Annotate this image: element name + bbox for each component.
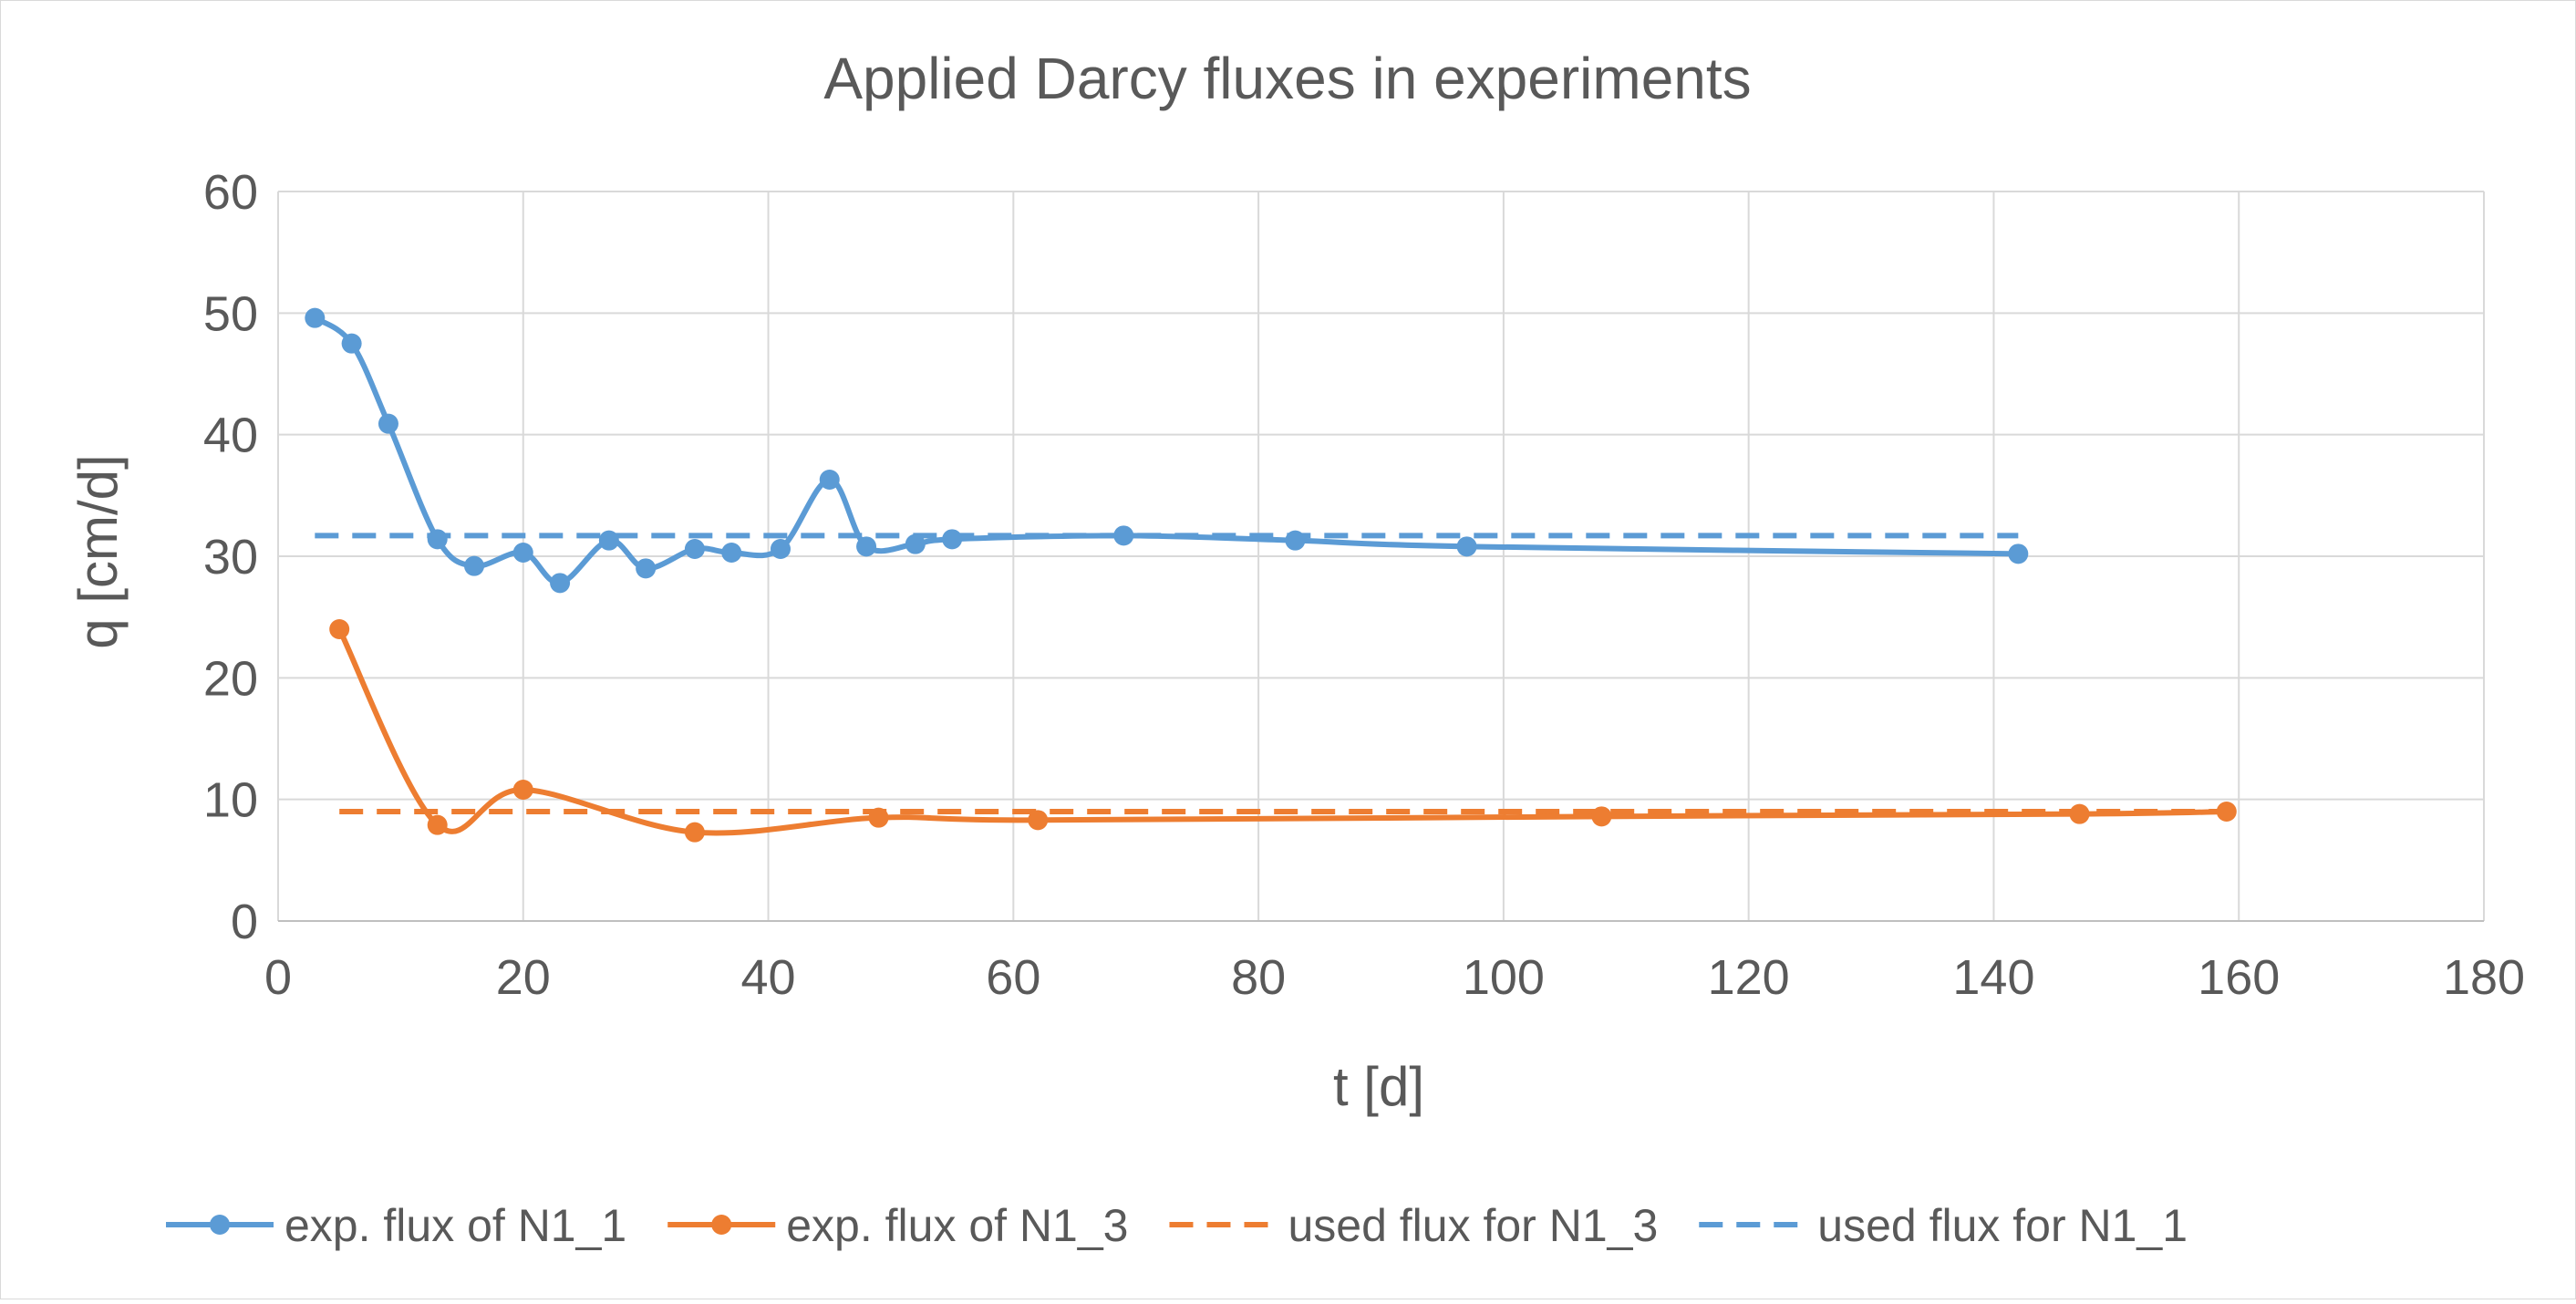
y-tick-label: 40 <box>203 409 258 463</box>
data-point-exp-flux-of-n1-1 <box>341 333 362 354</box>
data-point-exp-flux-of-n1-1 <box>464 555 485 576</box>
y-tick-label: 10 <box>203 773 258 828</box>
data-point-exp-flux-of-n1-3 <box>684 822 705 843</box>
data-point-exp-flux-of-n1-3 <box>1591 806 1612 827</box>
data-point-exp-flux-of-n1-1 <box>942 529 963 550</box>
data-point-exp-flux-of-n1-1 <box>1456 536 1477 557</box>
data-point-exp-flux-of-n1-1 <box>905 533 926 554</box>
data-point-exp-flux-of-n1-1 <box>598 530 619 551</box>
data-point-exp-flux-of-n1-3 <box>2069 803 2090 824</box>
data-point-exp-flux-of-n1-1 <box>636 558 657 579</box>
y-tick-label: 60 <box>203 165 258 220</box>
data-point-exp-flux-of-n1-1 <box>1285 530 1306 551</box>
data-point-exp-flux-of-n1-1 <box>427 529 448 550</box>
x-tick-label: 0 <box>264 950 292 1005</box>
data-point-exp-flux-of-n1-1 <box>512 543 533 563</box>
data-point-exp-flux-of-n1-3 <box>2216 802 2237 822</box>
data-point-exp-flux-of-n1-1 <box>684 539 705 559</box>
data-point-exp-flux-of-n1-1 <box>1113 525 1134 546</box>
y-axis-label: q [cm/d] <box>67 454 129 648</box>
data-point-exp-flux-of-n1-1 <box>770 539 791 559</box>
data-point-exp-flux-of-n1-1 <box>721 543 742 563</box>
x-tick-label: 180 <box>2443 950 2525 1005</box>
x-tick-label: 160 <box>2198 950 2280 1005</box>
legend-label-exp-flux-of-n1-1: exp. flux of N1_1 <box>284 1200 626 1251</box>
chart-title: Applied Darcy fluxes in experiments <box>823 46 1751 111</box>
x-axis-label: t [d] <box>1333 1056 1424 1117</box>
legend-marker-exp-flux-of-n1-3 <box>711 1215 732 1235</box>
data-point-exp-flux-of-n1-3 <box>868 807 889 828</box>
y-tick-label: 30 <box>203 530 258 585</box>
x-tick-label: 100 <box>1463 950 1545 1005</box>
data-point-exp-flux-of-n1-3 <box>329 619 350 639</box>
y-tick-label: 0 <box>231 895 258 949</box>
data-point-exp-flux-of-n1-1 <box>378 413 398 434</box>
x-tick-label: 60 <box>986 950 1040 1005</box>
legend-marker-exp-flux-of-n1-1 <box>210 1215 230 1235</box>
x-tick-label: 40 <box>741 950 796 1005</box>
y-tick-label: 20 <box>203 651 258 706</box>
gridlines <box>277 191 2485 922</box>
tick-labels: 0 10 20 30 40 50 60 0 20 40 60 80 100 120 140 160 180 <box>203 165 2525 1005</box>
data-point-exp-flux-of-n1-1 <box>2008 543 2029 564</box>
data-point-exp-flux-of-n1-1 <box>819 470 840 490</box>
legend-label-exp-flux-of-n1-3: exp. flux of N1_3 <box>786 1200 1128 1251</box>
data-point-exp-flux-of-n1-1 <box>305 307 326 328</box>
data-point-exp-flux-of-n1-3 <box>512 780 533 800</box>
y-tick-label: 50 <box>203 286 258 341</box>
legend-label-used-flux-for-n1-1: used flux for N1_1 <box>1817 1200 2188 1251</box>
x-tick-label: 120 <box>1708 950 1790 1005</box>
series-group <box>305 307 2237 843</box>
series-line-exp-flux-of-n1-3 <box>336 627 2227 836</box>
data-point-exp-flux-of-n1-3 <box>1028 810 1049 831</box>
data-point-exp-flux-of-n1-3 <box>427 814 448 835</box>
legend: exp. flux of N1_1 exp. flux of N1_3 used f… <box>166 1200 2188 1251</box>
x-tick-label: 20 <box>496 950 551 1005</box>
data-point-exp-flux-of-n1-1 <box>550 573 571 594</box>
data-point-exp-flux-of-n1-1 <box>856 536 877 557</box>
x-tick-label: 140 <box>1952 950 2034 1005</box>
x-tick-label: 80 <box>1231 950 1286 1005</box>
legend-label-used-flux-for-n1-3: used flux for N1_3 <box>1288 1200 1658 1251</box>
